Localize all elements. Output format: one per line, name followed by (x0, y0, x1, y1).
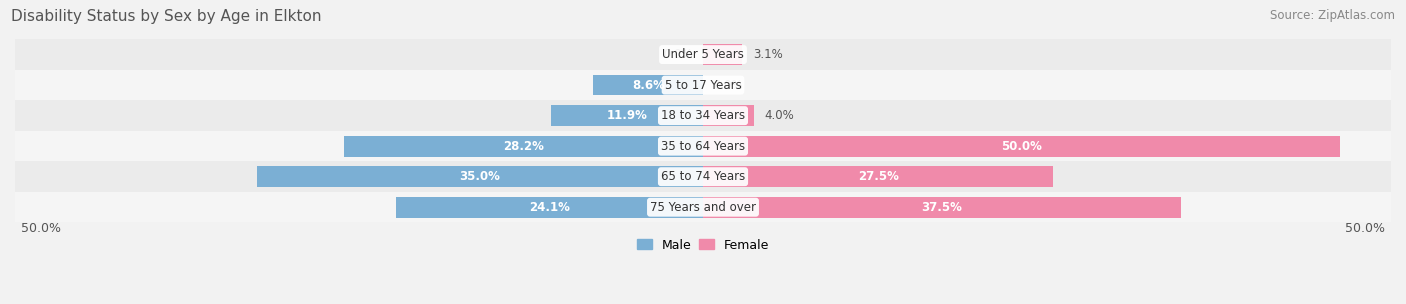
Text: 27.5%: 27.5% (858, 170, 898, 183)
Text: 50.0%: 50.0% (1344, 223, 1385, 236)
Text: 35 to 64 Years: 35 to 64 Years (661, 140, 745, 153)
Text: 3.1%: 3.1% (752, 48, 782, 61)
Bar (703, 105, 754, 126)
Bar (15, 39, 1391, 70)
Text: 0.0%: 0.0% (713, 79, 742, 92)
Bar (703, 166, 1053, 187)
Bar (257, 166, 703, 187)
Text: 4.0%: 4.0% (763, 109, 794, 122)
Text: 5 to 17 Years: 5 to 17 Years (665, 79, 741, 92)
Text: 8.6%: 8.6% (631, 79, 665, 92)
Text: 0.0%: 0.0% (664, 48, 693, 61)
Bar (15, 70, 1391, 100)
Text: Disability Status by Sex by Age in Elkton: Disability Status by Sex by Age in Elkto… (11, 9, 322, 24)
Bar (15, 131, 1391, 161)
Legend: Male, Female: Male, Female (631, 233, 775, 257)
Bar (703, 136, 1340, 157)
Text: 75 Years and over: 75 Years and over (650, 201, 756, 214)
Text: 18 to 34 Years: 18 to 34 Years (661, 109, 745, 122)
Text: 50.0%: 50.0% (21, 223, 62, 236)
Text: Source: ZipAtlas.com: Source: ZipAtlas.com (1270, 9, 1395, 22)
Text: 37.5%: 37.5% (921, 201, 962, 214)
Text: 65 to 74 Years: 65 to 74 Years (661, 170, 745, 183)
Bar (15, 192, 1391, 223)
Text: 28.2%: 28.2% (503, 140, 544, 153)
Text: 11.9%: 11.9% (607, 109, 648, 122)
Text: 50.0%: 50.0% (1001, 140, 1042, 153)
Bar (15, 161, 1391, 192)
Bar (703, 44, 742, 65)
Bar (593, 75, 703, 95)
Bar (396, 197, 703, 218)
Text: Under 5 Years: Under 5 Years (662, 48, 744, 61)
Bar (15, 100, 1391, 131)
Bar (551, 105, 703, 126)
Text: 24.1%: 24.1% (529, 201, 569, 214)
Bar (343, 136, 703, 157)
Text: 35.0%: 35.0% (460, 170, 501, 183)
Bar (703, 197, 1181, 218)
